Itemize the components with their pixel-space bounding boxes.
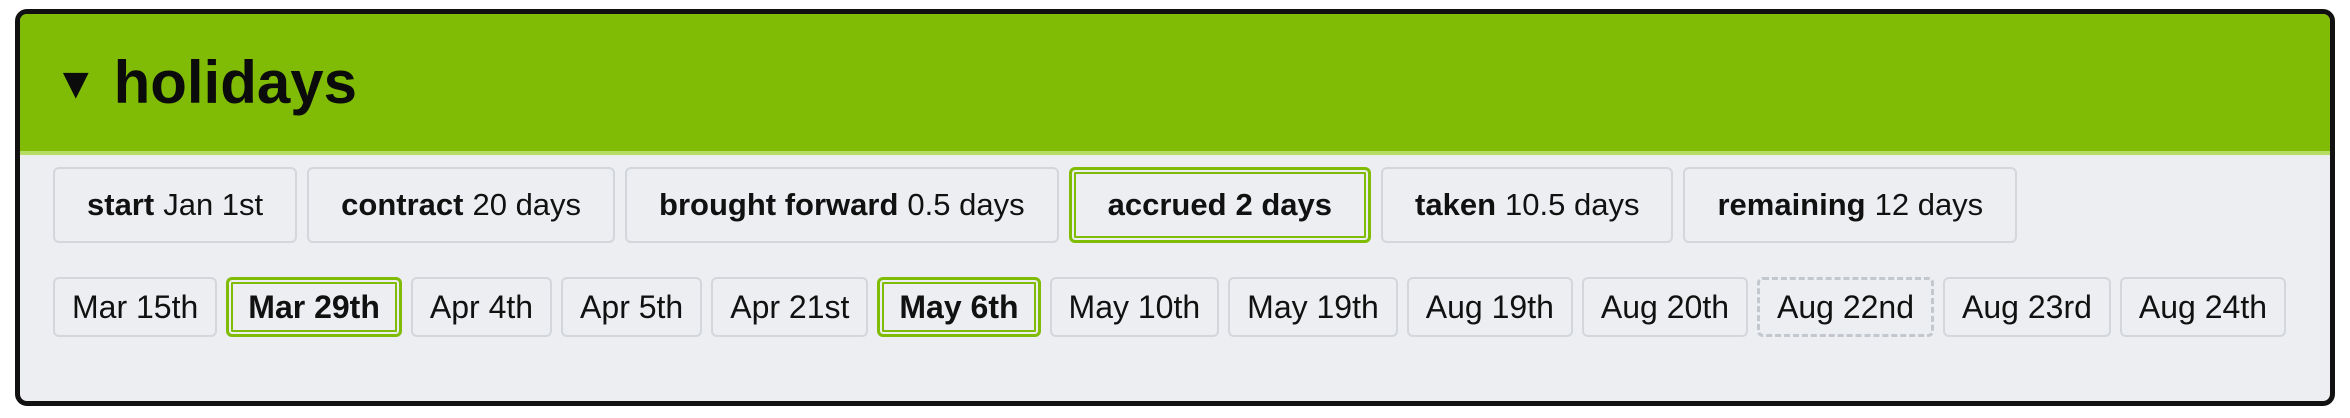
stat-taken[interactable]: taken 10.5 days bbox=[1381, 167, 1674, 243]
holidays-panel: ▼ holidays start Jan 1st contract 20 day… bbox=[15, 9, 2335, 406]
date-chip-dashed[interactable]: Aug 22nd bbox=[1757, 277, 1935, 337]
date-chip[interactable]: Mar 15th bbox=[53, 277, 218, 337]
stat-contract[interactable]: contract 20 days bbox=[307, 167, 616, 243]
date-chip[interactable]: Aug 19th bbox=[1406, 277, 1573, 337]
stat-remaining[interactable]: remaining 12 days bbox=[1683, 167, 2018, 243]
holidays-header[interactable]: ▼ holidays bbox=[20, 14, 2330, 155]
date-chip[interactable]: Apr 5th bbox=[561, 277, 703, 337]
stat-brought-forward[interactable]: brought forward 0.5 days bbox=[625, 167, 1059, 243]
date-chip[interactable]: Aug 20th bbox=[1581, 277, 1748, 337]
date-chip[interactable]: Aug 24th bbox=[2119, 277, 2286, 337]
stat-value: 10.5 days bbox=[1505, 187, 1640, 222]
stats-row: start Jan 1st contract 20 days brought f… bbox=[20, 155, 2330, 243]
stat-label: contract bbox=[341, 187, 464, 222]
date-chip-selected[interactable]: May 6th bbox=[877, 277, 1041, 337]
stat-value: 0.5 days bbox=[907, 187, 1025, 222]
stat-value: 20 days bbox=[472, 187, 582, 222]
date-chip[interactable]: Apr 4th bbox=[410, 277, 553, 337]
date-chip[interactable]: May 10th bbox=[1049, 277, 1220, 337]
date-chip[interactable]: Aug 23rd bbox=[1943, 277, 2111, 337]
stat-value: Jan 1st bbox=[163, 187, 264, 222]
stat-label: remaining bbox=[1717, 187, 1866, 222]
stat-label: start bbox=[87, 187, 155, 222]
date-chip[interactable]: May 19th bbox=[1228, 277, 1398, 337]
date-chip[interactable]: Apr 21st bbox=[711, 277, 869, 337]
stat-start[interactable]: start Jan 1st bbox=[53, 167, 298, 243]
stat-label: taken bbox=[1415, 187, 1497, 222]
stat-accrued[interactable]: accrued 2 days bbox=[1068, 167, 1372, 243]
stat-label: brought forward bbox=[659, 187, 899, 222]
stat-value: 12 days bbox=[1874, 187, 1984, 222]
panel-title: holidays bbox=[113, 49, 357, 116]
holiday-dates-list: Mar 15th Mar 29th Apr 4th Apr 5th Apr 21… bbox=[20, 243, 2313, 337]
triangle-down-icon[interactable]: ▼ bbox=[54, 58, 98, 108]
date-chip-selected[interactable]: Mar 29th bbox=[226, 277, 402, 337]
stat-label: accrued bbox=[1107, 187, 1227, 222]
stat-value: 2 days bbox=[1235, 187, 1333, 222]
